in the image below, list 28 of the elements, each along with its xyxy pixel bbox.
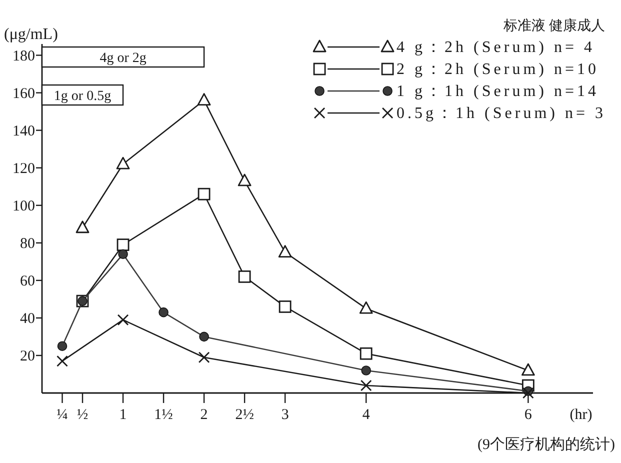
legend-label: 2 g：2h (Serum) n=10 (396, 61, 599, 78)
x-tick-label: 6 (524, 407, 532, 423)
y-tick-label: 20 (20, 348, 35, 364)
legend-label: 1 g：1h (Serum) n=14 (396, 83, 599, 100)
y-tick-label: 140 (12, 123, 35, 140)
y-tick-label: 100 (12, 198, 35, 214)
x-tick-label: ¼ (56, 407, 68, 423)
legend-label: 0.5g：1h (Serum) n= 3 (396, 105, 606, 122)
y-tick-label: 80 (20, 236, 35, 252)
ylabel: (μg/mL) (4, 26, 58, 43)
x-tick-label: ½ (76, 407, 88, 423)
band-label: 4g or 2g (100, 51, 146, 66)
legend-title: 标准液 健康成人 (504, 19, 605, 34)
band-label: 1g or 0.5g (54, 89, 112, 104)
y-tick-label: 160 (12, 86, 35, 102)
x-tick-label: 2 (200, 407, 208, 423)
annotation: (9个医疗机构的统计) (478, 437, 615, 453)
y-tick-label: 60 (20, 273, 35, 290)
xlabel: (hr) (570, 407, 592, 423)
x-tick-label: 3 (281, 407, 289, 423)
legend-label: 4 g：2h (Serum) n= 4 (396, 39, 595, 56)
x-tick-label: 1 (119, 407, 127, 423)
x-tick-label: 4 (362, 407, 370, 423)
y-tick-label: 120 (12, 160, 35, 177)
x-tick-label: 2½ (235, 407, 254, 423)
x-tick-label: 1½ (154, 407, 173, 423)
y-tick-label: 180 (12, 48, 35, 64)
y-tick-label: 40 (20, 310, 35, 327)
